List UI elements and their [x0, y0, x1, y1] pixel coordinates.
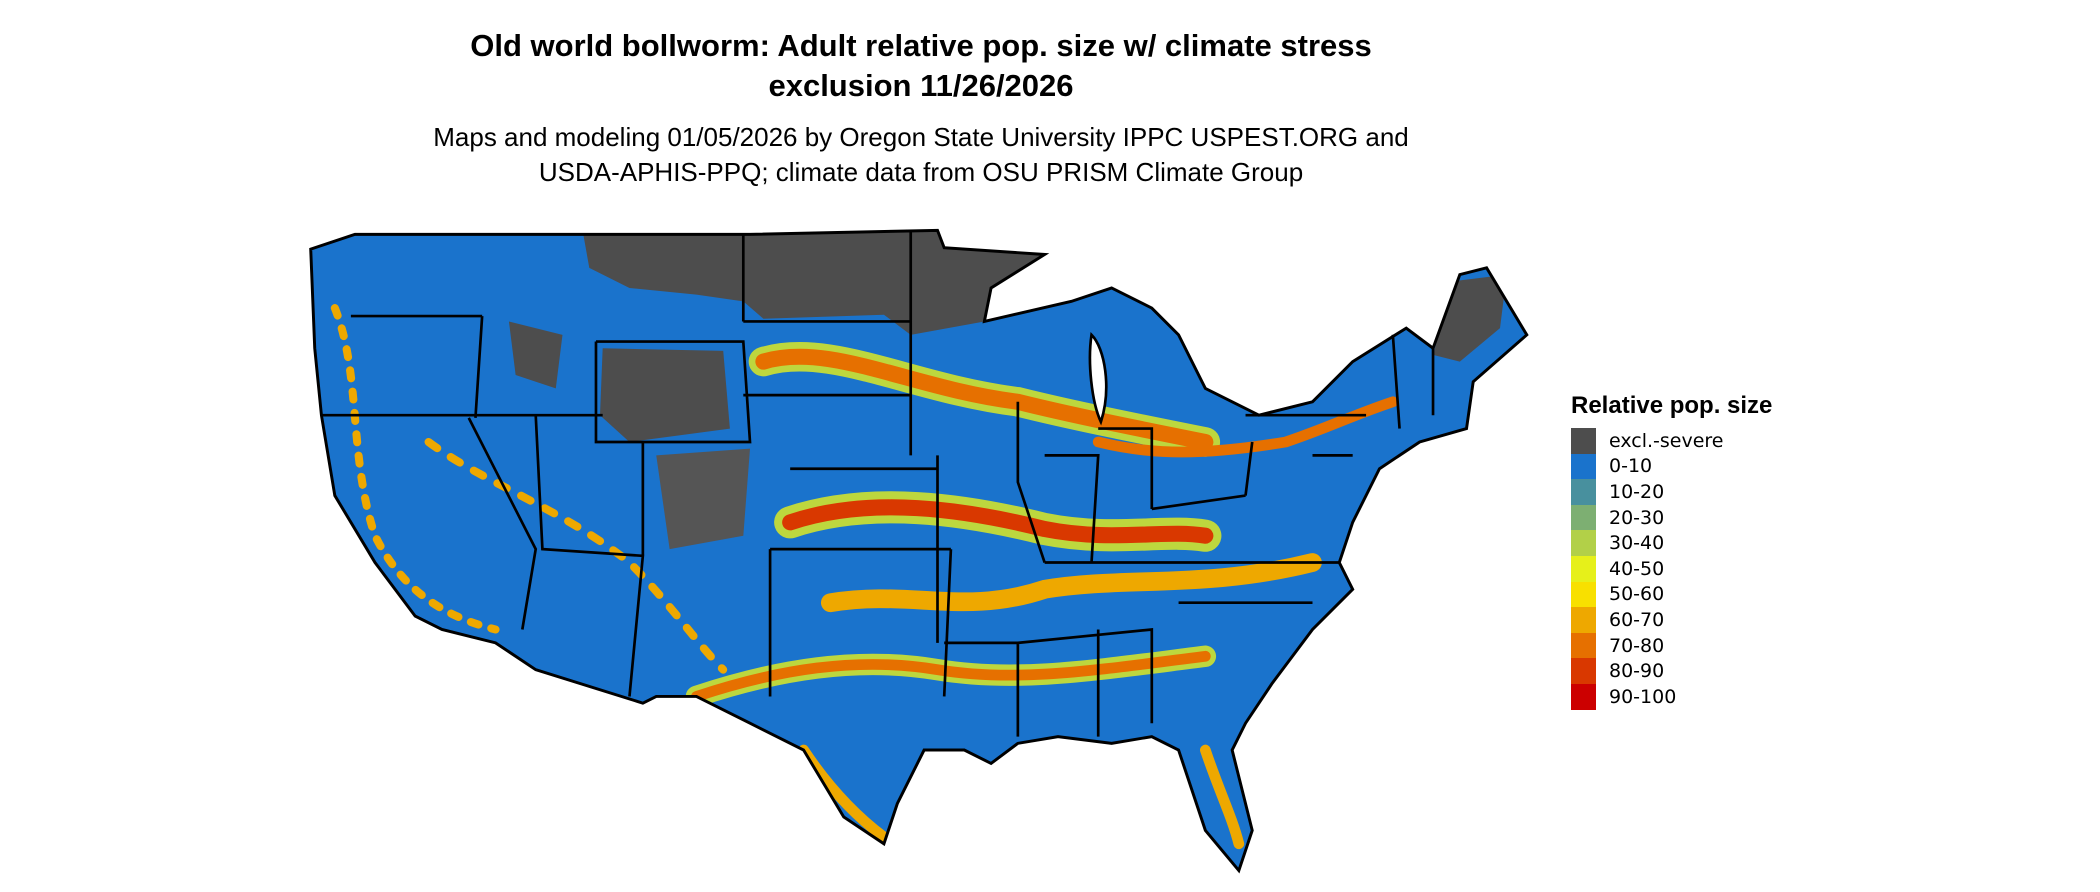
- map-title: Old world bollworm: Adult relative pop. …: [0, 26, 1842, 106]
- legend-label: 40-50: [1609, 557, 1665, 580]
- legend-label: 90-100: [1609, 685, 1677, 708]
- legend-swatch: [1571, 658, 1596, 684]
- legend-swatch: [1571, 530, 1596, 556]
- legend-label: 70-80: [1609, 634, 1665, 657]
- title-line-1: Old world bollworm: Adult relative pop. …: [470, 28, 1372, 63]
- legend-item: excl.-severe: [1571, 428, 1772, 454]
- lake-michigan: [1088, 332, 1108, 426]
- legend-items: excl.-severe 0-10 10-20 20-30 30-40 40-50 50-6…: [1571, 428, 1772, 710]
- legend-item: 30-40: [1571, 530, 1772, 556]
- subtitle-line-1: Maps and modeling 01/05/2026 by Oregon S…: [433, 122, 1409, 152]
- legend-title: Relative pop. size: [1571, 392, 1773, 419]
- legend-item: 0-10: [1571, 453, 1772, 480]
- legend-label: 0-10: [1609, 455, 1653, 478]
- title-line-2: exclusion 11/26/2026: [768, 68, 1074, 103]
- legend-label: 50-60: [1609, 583, 1665, 606]
- legend-item: 90-100: [1571, 683, 1772, 710]
- legend-item: 80-90: [1571, 658, 1772, 684]
- legend-item: 70-80: [1571, 632, 1772, 659]
- legend: Relative pop. size excl.-severe 0-10 10-20…: [1571, 392, 1772, 710]
- legend-swatch: [1571, 479, 1596, 505]
- legend-item: 50-60: [1571, 581, 1772, 608]
- legend-label: 20-30: [1609, 506, 1665, 529]
- excluded-region-idaho: [508, 321, 563, 389]
- legend-swatch: [1571, 555, 1596, 582]
- excluded-region-colorado: [656, 448, 750, 550]
- legend-item: 40-50: [1571, 555, 1772, 582]
- legend-swatch: [1571, 428, 1596, 454]
- legend-label: 10-20: [1609, 480, 1665, 503]
- legend-swatch: [1571, 683, 1596, 710]
- legend-item: 60-70: [1571, 607, 1772, 633]
- legend-swatch: [1571, 632, 1596, 659]
- legend-item: 20-30: [1571, 504, 1772, 531]
- legend-label: excl.-severe: [1609, 429, 1724, 452]
- excluded-region-wyoming: [600, 348, 730, 442]
- map-subtitle: Maps and modeling 01/05/2026 by Oregon S…: [0, 120, 1842, 190]
- legend-swatch: [1571, 581, 1596, 608]
- legend-swatch: [1571, 504, 1596, 531]
- legend-label: 30-40: [1609, 532, 1665, 555]
- legend-item: 10-20: [1571, 479, 1772, 505]
- legend-label: 80-90: [1609, 660, 1665, 683]
- state-borders: [321, 230, 1435, 737]
- excluded-region-north-plains: [582, 230, 1072, 335]
- legend-swatch: [1571, 607, 1596, 633]
- subtitle-line-2: USDA-APHIS-PPQ; climate data from OSU PR…: [538, 157, 1304, 187]
- legend-label: 60-70: [1609, 608, 1665, 631]
- us-border: [309, 228, 1529, 874]
- legend-swatch: [1571, 453, 1596, 480]
